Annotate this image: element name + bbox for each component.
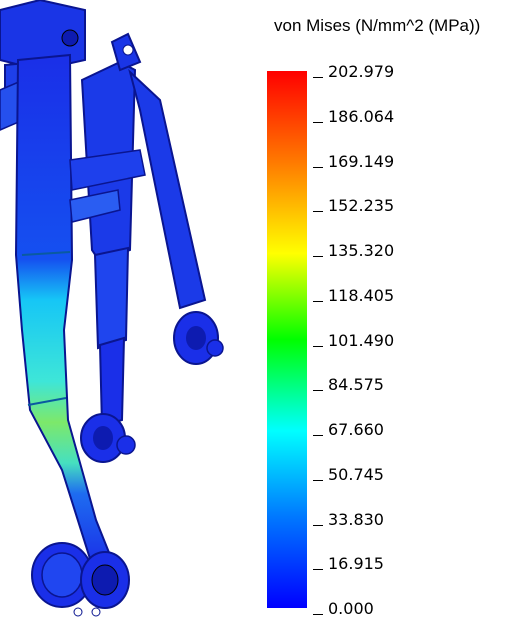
stress-model-view [0,0,224,617]
legend-tick-label: 169.149 [328,152,395,171]
legend-tick-mark [313,569,323,570]
legend-tick-mark [313,480,323,481]
legend-tick-label: 202.979 [328,62,395,81]
legend-tick-label: 152.235 [328,196,395,215]
legend-tick-mark [313,525,323,526]
legend-tick-mark [313,390,323,391]
legend-title: von Mises (N/mm^2 (MPa)) [274,16,481,35]
legend-tick-mark [313,167,323,168]
cross-brace [69,149,146,223]
legend-tick-mark [313,122,323,123]
legend-tick-mark [313,256,323,257]
legend-tick-label: 84.575 [328,375,384,394]
legend-tick-label: 0.000 [328,599,374,618]
legend-tick-label: 50.745 [328,465,384,484]
legend-tick-label: 135.320 [328,241,395,260]
legend-tick-mark [313,614,323,615]
lower-bushing [31,542,130,617]
legend-tick-mark [313,435,323,436]
legend-tick-mark [313,346,323,347]
legend-tick-mark [313,211,323,212]
color-scale-bar [267,71,307,608]
legend-tick-mark [313,77,323,78]
legend-tick-label: 16.915 [328,554,384,573]
legend-tick-mark [313,301,323,302]
right-strut [110,32,224,365]
legend-tick-label: 101.490 [328,331,395,350]
legend-tick-label: 67.660 [328,420,384,439]
legend-tick-label: 33.830 [328,510,384,529]
legend-tick-label: 186.064 [328,107,395,126]
legend-tick-label: 118.405 [328,286,395,305]
